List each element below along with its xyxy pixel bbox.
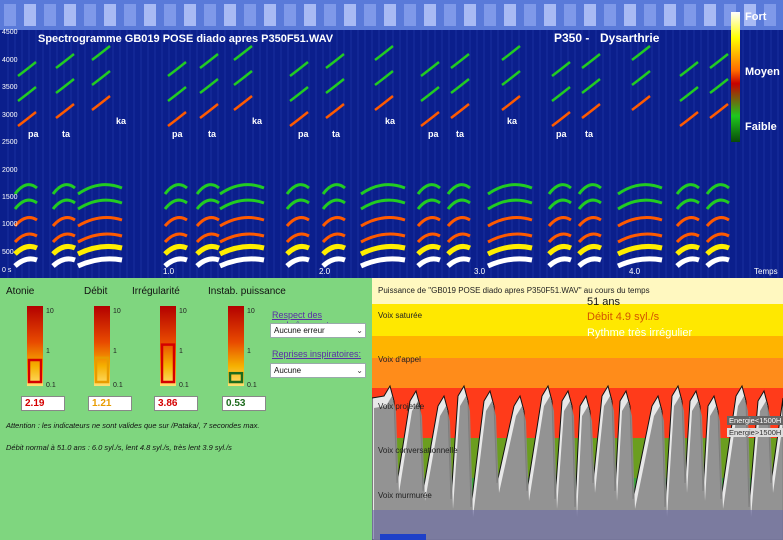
gauge-scale-top: 10 xyxy=(247,308,255,315)
debit-label: Débit 4.9 syl./s xyxy=(587,311,660,323)
legend-faible: Faible xyxy=(745,121,777,133)
indicator-label: Débit xyxy=(84,286,108,297)
gauge-scale-bottom: 0.1 xyxy=(247,382,257,389)
header-band xyxy=(372,278,783,304)
indicator-level xyxy=(228,371,244,384)
power-title: Puissance de "GB019 POSE diado apres P35… xyxy=(378,286,650,295)
energy-low-envelope xyxy=(374,396,783,540)
energy-low-label: Energie<1500H xyxy=(727,416,783,425)
gauge-scale-mid: 1 xyxy=(46,348,50,355)
enchainements-select[interactable]: Aucune erreur ⌄ xyxy=(270,323,366,338)
indicator-value: 1.21 xyxy=(88,396,132,411)
indicator-value: 2.19 xyxy=(21,396,65,411)
rythme-label: Rythme très irrégulier xyxy=(587,327,693,339)
indicator-gauge xyxy=(158,306,180,386)
reprises-link[interactable]: Reprises inspiratoires: xyxy=(272,349,362,359)
indicator-value: 3.86 xyxy=(154,396,198,411)
gauge-scale-top: 10 xyxy=(46,308,54,315)
gauge-scale-mid: 1 xyxy=(247,348,251,355)
indicator-gauge xyxy=(92,306,114,386)
chevron-down-icon: ⌄ xyxy=(356,366,363,375)
zone-projetee: Voix projetée xyxy=(378,402,425,411)
age-label: 51 ans xyxy=(587,296,621,308)
gauge-scale-mid: 1 xyxy=(179,348,183,355)
energy-high-label: Energie>1500H xyxy=(727,428,783,437)
legend-fort: Fort xyxy=(745,11,767,23)
indicator-gauge xyxy=(25,306,47,386)
zone-appel-band xyxy=(372,358,783,388)
indicator-level xyxy=(94,356,110,384)
gauge-scale-bottom: 0.1 xyxy=(113,382,123,389)
intensity-legend xyxy=(731,12,740,142)
debit-note: Débit normal à 51.0 ans : 6.0 syl./s, le… xyxy=(6,443,232,452)
bottom-band xyxy=(372,510,783,540)
scrollbar-thumb[interactable] xyxy=(380,534,426,540)
gauge-scale-top: 10 xyxy=(179,308,187,315)
legend-moyen: Moyen xyxy=(745,66,780,78)
power-chart xyxy=(372,278,783,540)
gauge-scale-bottom: 0.1 xyxy=(179,382,189,389)
indicator-gauge xyxy=(226,306,248,386)
reprises-value: Aucune xyxy=(274,366,302,375)
indicator-level xyxy=(27,358,43,384)
attention-note: Attention : les indicateurs ne sont vali… xyxy=(6,421,260,430)
gauge-scale-mid: 1 xyxy=(113,348,117,355)
indicator-label: Instab. puissance xyxy=(208,286,286,297)
zone-conversationnelle: Voix conversationnelle xyxy=(378,446,458,455)
zone-appel: Voix d'appel xyxy=(378,355,421,364)
power-panel: Puissance de "GB019 POSE diado apres P35… xyxy=(372,278,783,540)
enchainements-value: Aucune erreur xyxy=(274,326,325,335)
zone-saturee: Voix saturée xyxy=(378,311,423,320)
zone-murmuree: Voix murmurée xyxy=(378,491,432,500)
spectrogram-image xyxy=(0,0,783,278)
gauge-scale-bottom: 0.1 xyxy=(46,382,56,389)
spectrogram-panel: Spectrogramme GB019 POSE diado apres P35… xyxy=(0,0,783,278)
indicator-level xyxy=(160,343,176,384)
gauge-scale-top: 10 xyxy=(113,308,121,315)
indicator-value: 0.53 xyxy=(222,396,266,411)
zone-saturee-band xyxy=(372,304,783,336)
indicator-label: Atonie xyxy=(6,286,35,297)
zone-appel-top-band xyxy=(372,336,783,358)
reprises-select[interactable]: Aucune ⌄ xyxy=(270,363,366,378)
indicators-panel: Atonie 10 1 0.1 2.19 Débit 10 1 0.1 1.21 Irrégular… xyxy=(0,278,372,540)
indicator-label: Irrégularité xyxy=(132,286,180,297)
chevron-down-icon: ⌄ xyxy=(356,326,363,335)
